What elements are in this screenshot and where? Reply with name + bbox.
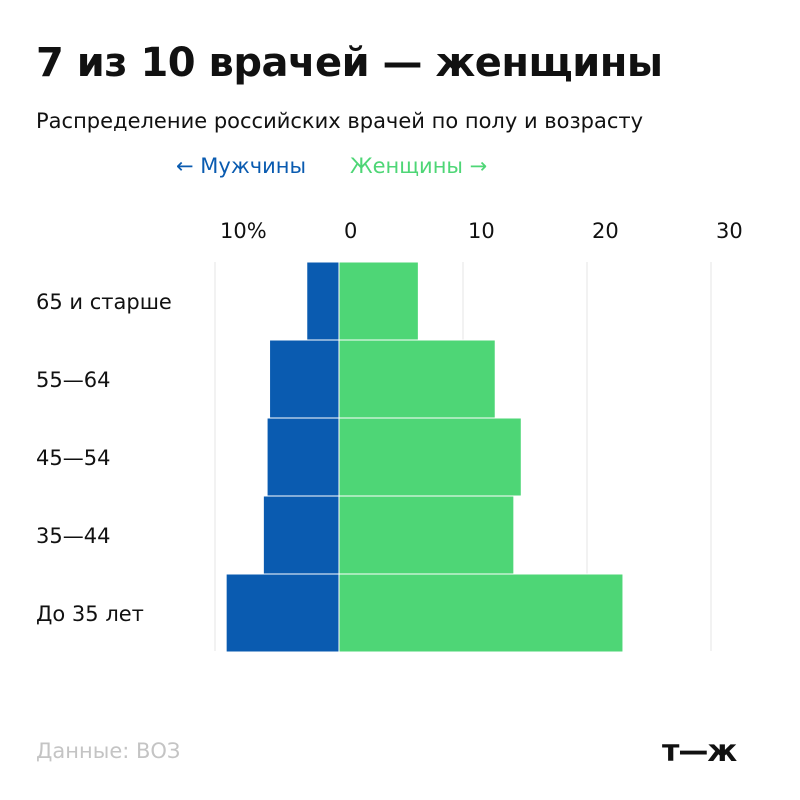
bar-men	[306, 261, 340, 341]
page-title: 7 из 10 врачей — женщины	[36, 40, 663, 86]
bar-women	[338, 261, 419, 341]
category-label: До 35 лет	[36, 602, 144, 626]
x-tick-label: 20	[592, 219, 619, 243]
x-tick-label: 0	[344, 219, 357, 243]
legend-women: Женщины →	[350, 154, 488, 178]
category-label: 45—54	[36, 446, 110, 470]
category-label: 35—44	[36, 524, 110, 548]
bar-men	[225, 573, 340, 653]
x-tick-label: 10%	[220, 219, 267, 243]
bar-women	[338, 573, 624, 653]
bar-women	[338, 417, 522, 497]
bar-women	[338, 495, 515, 575]
data-source: Данные: ВОЗ	[36, 739, 181, 763]
brand-logo: т—ж	[662, 734, 737, 769]
legend-men: ← Мужчины	[176, 154, 307, 178]
x-tick-label: 30	[716, 219, 743, 243]
bar-men	[266, 417, 340, 497]
category-label: 65 и старше	[36, 290, 172, 314]
bar-men	[269, 339, 340, 419]
page-subtitle: Распределение российских врачей по полу …	[36, 109, 644, 133]
bar-women	[338, 339, 496, 419]
x-tick-label: 10	[468, 219, 495, 243]
bar-men	[262, 495, 340, 575]
category-label: 55—64	[36, 368, 110, 392]
